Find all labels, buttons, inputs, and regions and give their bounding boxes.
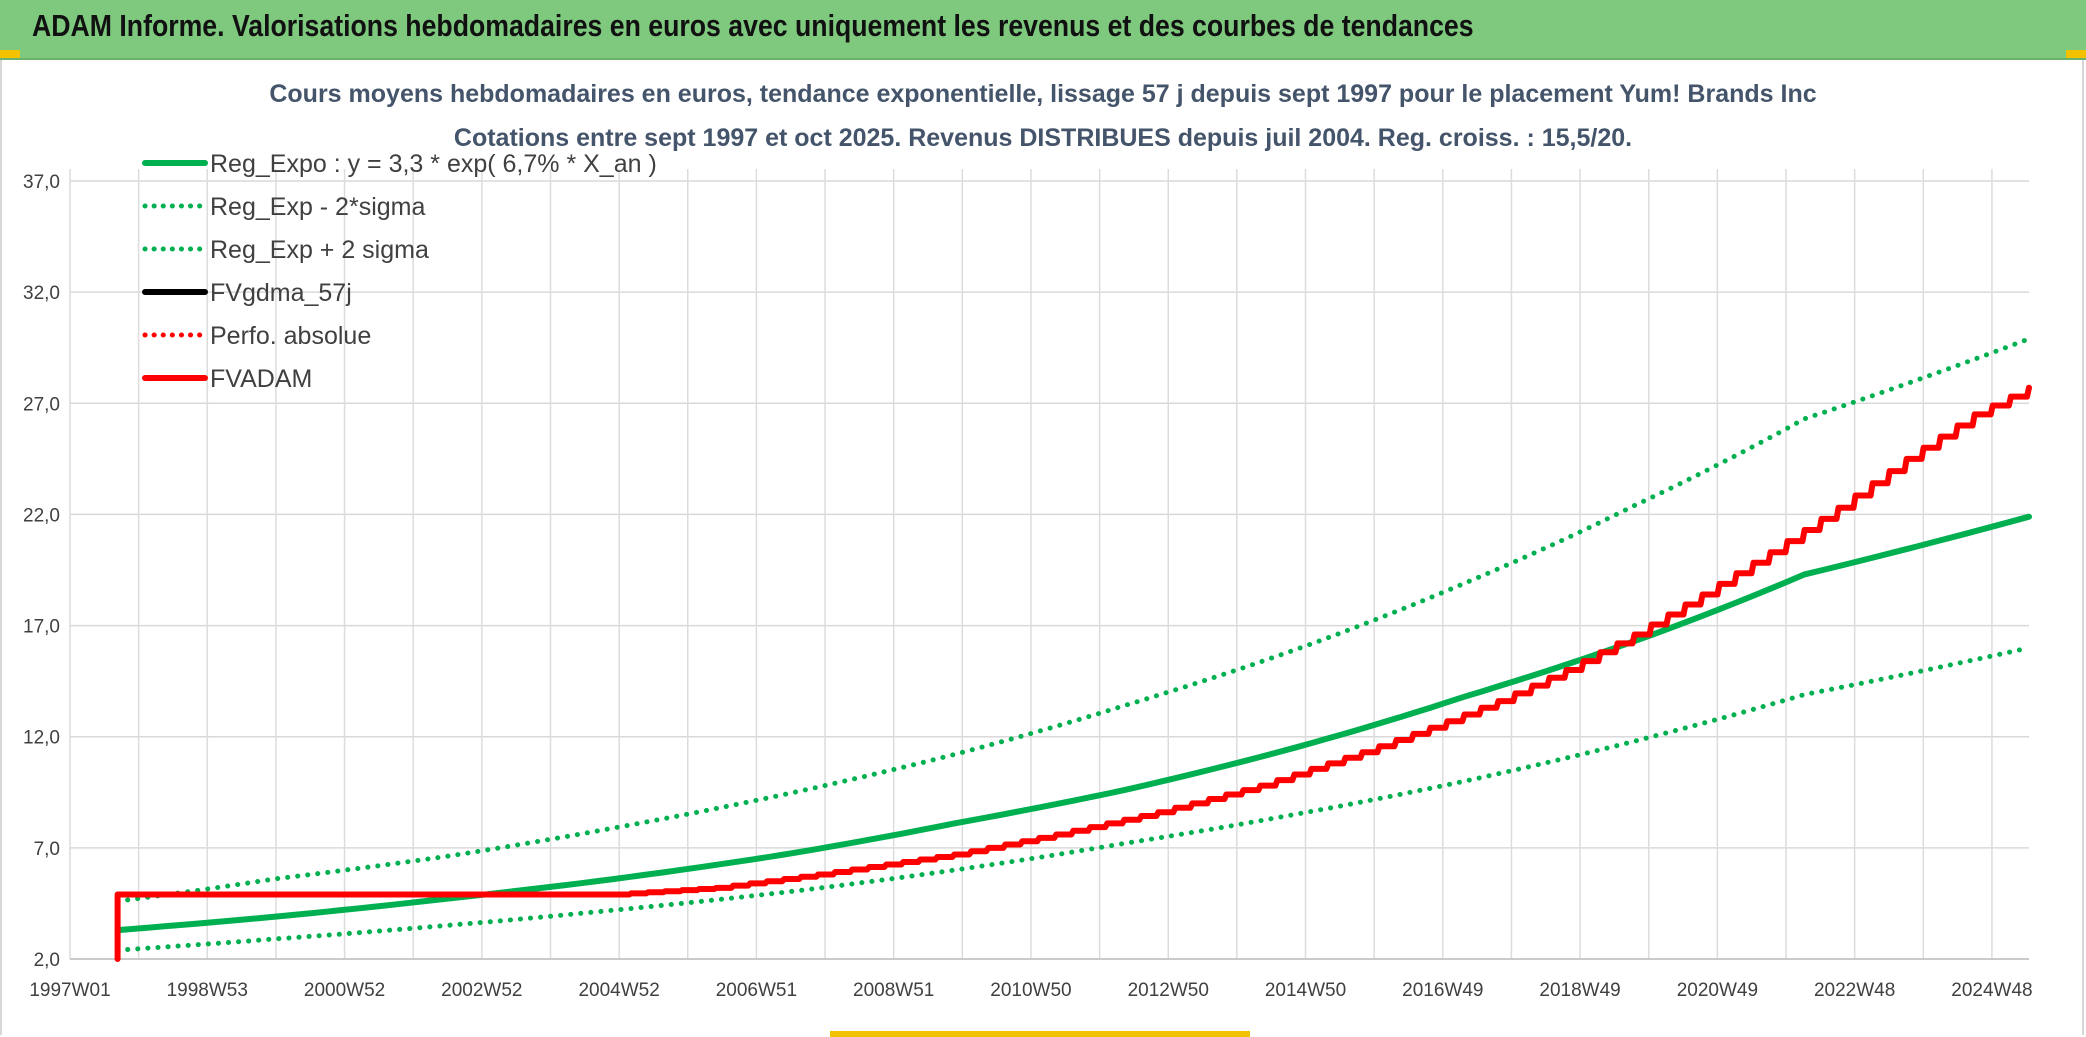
y-tick-label: 7,0 xyxy=(34,839,60,860)
legend-label: Perfo. absolue xyxy=(210,322,371,350)
x-tick-label: 2000W52 xyxy=(304,980,385,1001)
legend-label: FVADAM xyxy=(210,365,312,393)
chart-canvas: Cours moyens hebdomadaires en euros, ten… xyxy=(23,80,2033,1001)
x-tick-label: 2006W51 xyxy=(716,980,797,1001)
x-tick-label: 2016W49 xyxy=(1402,980,1483,1001)
y-tick-label: 22,0 xyxy=(23,505,60,526)
bottom-marker xyxy=(830,1031,1250,1037)
x-tick-label: 2024W48 xyxy=(1951,980,2032,1001)
y-tick-label: 2,0 xyxy=(34,950,60,971)
y-tick-label: 27,0 xyxy=(23,394,60,415)
y-tick-label: 32,0 xyxy=(23,283,60,304)
legend-label: Reg_Expo : y = 3,3 * exp( 6,7% * X_an ) xyxy=(210,150,657,178)
x-tick-label: 2010W50 xyxy=(990,980,1071,1001)
report-title: ADAM Informe. Valorisations hebdomadaire… xyxy=(32,8,1474,43)
series-line-5 xyxy=(114,384,2032,962)
x-tick-label: 1998W53 xyxy=(167,980,248,1001)
series-layer xyxy=(114,336,2032,962)
x-tick-label: 2020W49 xyxy=(1677,980,1758,1001)
series-line-0 xyxy=(114,513,2032,934)
corner-marker-right xyxy=(2066,50,2086,58)
series-line-2 xyxy=(115,336,2032,904)
legend-label: Reg_Exp - 2*sigma xyxy=(210,193,425,221)
x-tick-label: 2022W48 xyxy=(1814,980,1895,1001)
x-tick-label: 2002W52 xyxy=(441,980,522,1001)
y-tick-label: 37,0 xyxy=(23,172,60,193)
chart-title: Cours moyens hebdomadaires en euros, ten… xyxy=(269,80,1816,108)
x-tick-label: 2018W49 xyxy=(1539,980,1620,1001)
chart-frame: Cours moyens hebdomadaires en euros, ten… xyxy=(0,60,2084,1035)
x-tick-label: 2008W51 xyxy=(853,980,934,1001)
chart-legend: Reg_Expo : y = 3,3 * exp( 6,7% * X_an ) R… xyxy=(142,150,657,393)
x-tick-label: 2014W50 xyxy=(1265,980,1346,1001)
y-tick-label: 17,0 xyxy=(23,617,60,638)
corner-marker-left xyxy=(0,50,20,58)
legend-label: Reg_Exp + 2 sigma xyxy=(210,236,429,264)
report-header: ADAM Informe. Valorisations hebdomadaire… xyxy=(0,0,2086,60)
chart-subtitle: Cotations entre sept 1997 et oct 2025. R… xyxy=(454,124,1632,152)
x-tick-label: 2004W52 xyxy=(578,980,659,1001)
legend-label: FVgdma_57j xyxy=(210,279,352,307)
axis-layer: 2,0 7,0 12,0 17,0 22,0 27,0 32,0 37,0 1997W01 199… xyxy=(23,172,2033,1001)
x-tick-label: 2012W50 xyxy=(1128,980,1209,1001)
x-tick-label: 1997W01 xyxy=(29,980,110,1001)
grid-layer xyxy=(69,169,2029,960)
y-tick-label: 12,0 xyxy=(23,728,60,749)
